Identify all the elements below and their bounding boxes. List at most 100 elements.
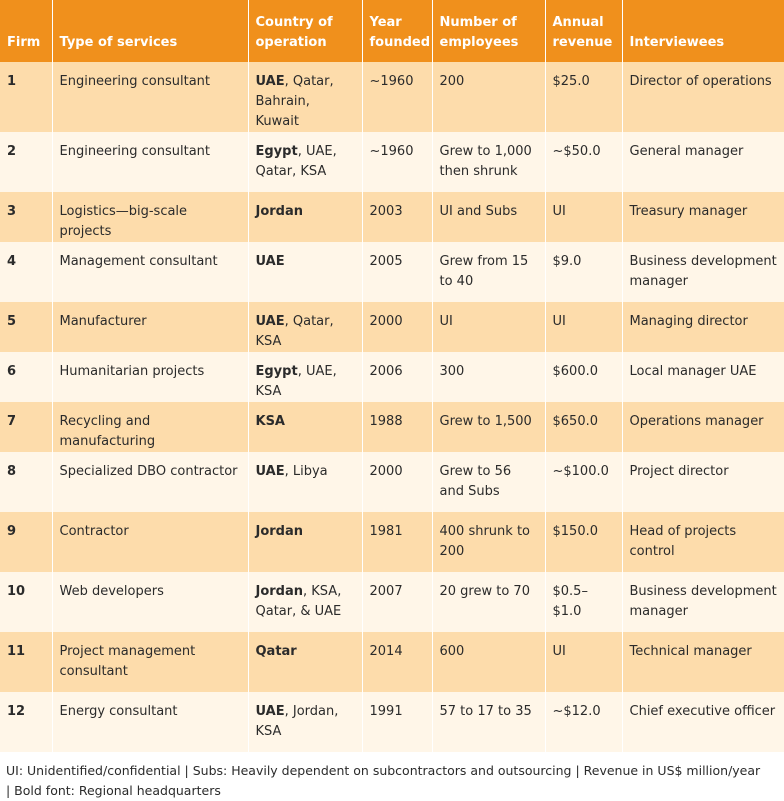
cell: Technical manager [622,632,784,692]
table-row: 5 Manufacturer UAE, Qatar, KSA 2000 UI UI Mana… [0,302,784,352]
headquarters: UAE [255,464,285,479]
cell: 1991 [362,692,433,752]
headquarters: UAE [255,704,285,719]
cell: UI [545,192,623,242]
cell: Humanitarian projects [52,352,249,402]
cell: 11 [0,632,53,692]
headquarters: Egypt [255,144,298,159]
cell: 20 grew to 70 [432,572,546,632]
cell: Chief executive officer [622,692,784,752]
header-cell: Country of operation [248,0,363,62]
cell: 1 [0,62,53,132]
cell: Grew from 15 to 40 [432,242,546,302]
cell: Specialized DBO contractor [52,452,249,512]
header-cell: Interviewees [622,0,784,62]
cell: 3 [0,192,53,242]
country-cell: KSA [248,402,363,452]
cell: General manager [622,132,784,192]
other-countries: , Qatar, Bahrain, Kuwait [255,74,334,129]
cell: Management consultant [52,242,249,302]
cell: 2007 [362,572,433,632]
table-row: 12 Energy consultant UAE, Jordan, KSA 1991 5… [0,692,784,752]
cell: 2014 [362,632,433,692]
cell: Energy consultant [52,692,249,752]
headquarters: UAE [255,254,285,269]
cell: $150.0 [545,512,623,572]
cell: Contractor [52,512,249,572]
cell: Grew to 1,500 [432,402,546,452]
cell: 4 [0,242,53,302]
header-cell: Firm [0,0,53,62]
country-cell: Jordan [248,512,363,572]
cell: Engineering consultant [52,62,249,132]
cell: Grew to 56 and Subs [432,452,546,512]
cell: ~$12.0 [545,692,623,752]
table-row: 10 Web developers Jordan, KSA, Qatar, & UA… [0,572,784,632]
table-row: 1 Engineering consultant UAE, Qatar, Bahra… [0,62,784,132]
cell: 200 [432,62,546,132]
cell: Logistics—big-scale projects [52,192,249,242]
header-cell: Annual revenue [545,0,623,62]
cell: 57 to 17 to 35 [432,692,546,752]
cell: 2003 [362,192,433,242]
cell: $9.0 [545,242,623,302]
cell: 600 [432,632,546,692]
cell: 2000 [362,452,433,512]
cell: 10 [0,572,53,632]
cell: Operations manager [622,402,784,452]
headquarters: UAE [255,74,285,89]
table-row: 4 Management consultant UAE 2005 Grew from 1… [0,242,784,302]
cell: 12 [0,692,53,752]
cell: $0.5–$1.0 [545,572,623,632]
cell: Local manager UAE [622,352,784,402]
headquarters: Jordan [255,584,304,599]
cell: 7 [0,402,53,452]
cell: Project management consultant [52,632,249,692]
cell: 2005 [362,242,433,302]
other-countries: , UAE, Qatar, KSA [255,144,337,179]
cell: Head of projects control [622,512,784,572]
table-row: 3 Logistics—big-scale projects Jordan 2003 U… [0,192,784,242]
other-countries: , Libya [284,464,328,479]
cell: ~$100.0 [545,452,623,512]
cell: Business development manager [622,572,784,632]
cell: 2000 [362,302,433,352]
cell: ~1960 [362,132,433,192]
cell: $25.0 [545,62,623,132]
headquarters: Jordan [255,524,304,539]
country-cell: UAE [248,242,363,302]
headquarters: Qatar [255,644,297,659]
cell: Web developers [52,572,249,632]
headquarters: KSA [255,414,286,429]
cell: Project director [622,452,784,512]
header-cell: Number of employees [432,0,546,62]
cell: 400 shrunk to 200 [432,512,546,572]
headquarters: Jordan [255,204,304,219]
cell: UI [545,302,623,352]
other-countries: , KSA, Qatar, & UAE [255,584,342,619]
table-row: 2 Engineering consultant Egypt, UAE, Qatar… [0,132,784,192]
cell: 6 [0,352,53,402]
table-row: 11 Project management consultant Qatar 2014… [0,632,784,692]
cell: 2006 [362,352,433,402]
other-countries: , UAE, KSA [255,364,337,399]
country-cell: UAE, Qatar, KSA [248,302,363,352]
cell: $600.0 [545,352,623,402]
country-cell: Egypt, UAE, KSA [248,352,363,402]
cell: ~$50.0 [545,132,623,192]
table-row: 7 Recycling and manufacturing KSA 1988 Grew … [0,402,784,452]
country-cell: Jordan, KSA, Qatar, & UAE [248,572,363,632]
cell: Manufacturer [52,302,249,352]
cell: 1981 [362,512,433,572]
table-row: 6 Humanitarian projects Egypt, UAE, KSA 200… [0,352,784,402]
cell: Engineering consultant [52,132,249,192]
country-cell: Qatar [248,632,363,692]
other-countries: , Jordan, KSA [255,704,339,739]
cell: UI [545,632,623,692]
cell: $650.0 [545,402,623,452]
cell: Managing director [622,302,784,352]
cell: 1988 [362,402,433,452]
table-row: 9 Contractor Jordan 1981 400 shrunk to 200 $1… [0,512,784,572]
cell: 5 [0,302,53,352]
cell: Director of operations [622,62,784,132]
